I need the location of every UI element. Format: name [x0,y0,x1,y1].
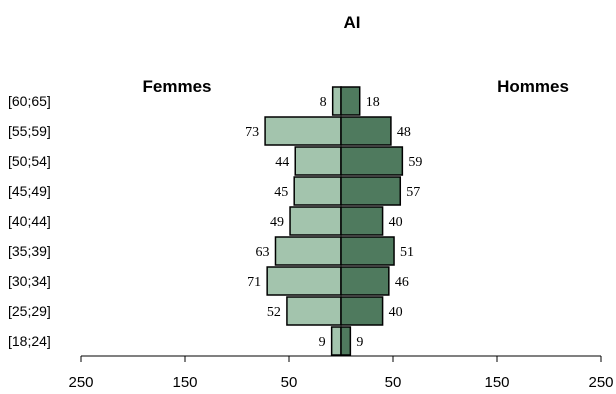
bar-femmes [293,176,342,206]
x-tick-label: 250 [588,374,613,391]
category-label: [45;49] [8,183,51,199]
bar-femmes [264,116,342,146]
value-label-femmes: 9 [319,335,326,350]
value-label-hommes: 51 [400,245,414,260]
value-label-femmes: 49 [270,215,284,230]
left-side-label: Femmes [143,77,212,96]
bar-hommes [340,266,390,296]
value-label-femmes: 73 [245,125,259,140]
right-side-label: Hommes [497,77,569,96]
value-label-femmes: 8 [320,95,327,110]
value-label-femmes: 63 [255,245,269,260]
bar-hommes [340,116,392,146]
value-label-femmes: 44 [275,155,289,170]
x-axis-ticks: 250 150 50 50 150 250 [68,356,614,391]
value-label-femmes: 52 [267,305,281,320]
bar-hommes [340,326,352,356]
bar-femmes [294,146,342,176]
category-label: [25;29] [8,303,51,319]
bar-femmes [266,266,342,296]
category-label: [35;39] [8,243,51,259]
x-tick-label: 50 [385,374,402,391]
value-label-hommes: 46 [395,275,409,290]
category-label: [18;24] [8,333,51,349]
category-label: [55;59] [8,123,51,139]
bars [264,86,404,356]
category-labels: [18;24] [25;29] [30;34] [35;39] [40;44] [45;4… [8,93,51,349]
x-tick-label: 250 [68,374,93,391]
value-label-hommes: 18 [366,95,380,110]
bar-femmes [289,206,342,236]
x-tick-label: 150 [172,374,197,391]
value-label-hommes: 40 [389,215,403,230]
chart-title: AI [344,13,361,32]
value-label-femmes: 71 [247,275,261,290]
x-tick-label: 50 [281,374,298,391]
bar-hommes [340,146,404,176]
value-label-hommes: 57 [406,185,420,200]
category-label: [50;54] [8,153,51,169]
x-tick-label: 150 [484,374,509,391]
bar-hommes [340,86,361,116]
bar-femmes [331,86,342,116]
bar-hommes [340,176,402,206]
value-label-hommes: 9 [356,335,363,350]
bar-femmes [330,326,342,356]
value-label-hommes: 40 [389,305,403,320]
bar-femmes [286,296,342,326]
bar-hommes [340,236,395,266]
value-label-hommes: 59 [408,155,422,170]
value-label-hommes: 48 [397,125,411,140]
category-label: [60;65] [8,93,51,109]
category-label: [40;44] [8,213,51,229]
value-label-femmes: 45 [274,185,288,200]
bar-femmes [274,236,342,266]
bar-hommes [340,296,384,326]
bar-hommes [340,206,384,236]
value-labels: 9 9 52 40 71 46 63 51 49 40 45 57 44 59 73 48 8 18 [245,95,422,350]
category-label: [30;34] [8,273,51,289]
